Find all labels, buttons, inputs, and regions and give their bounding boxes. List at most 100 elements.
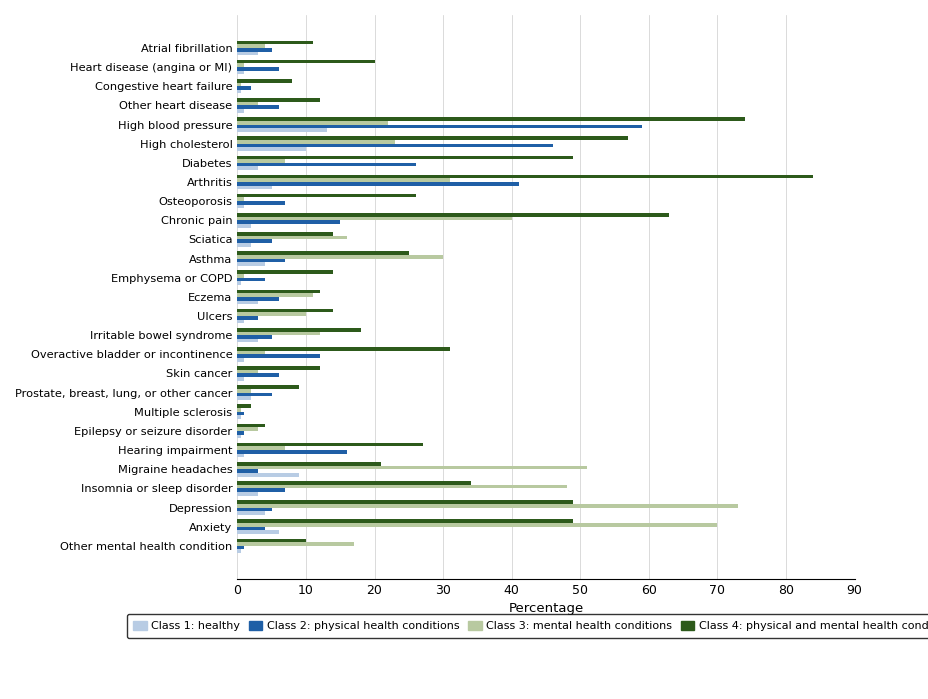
- Bar: [238, 396, 251, 400]
- Bar: [238, 90, 240, 94]
- Bar: [238, 442, 422, 447]
- Bar: [238, 489, 285, 492]
- Bar: [238, 182, 518, 186]
- Bar: [238, 128, 326, 132]
- Bar: [238, 347, 449, 351]
- Bar: [238, 319, 244, 324]
- Bar: [238, 48, 271, 52]
- Bar: [238, 415, 240, 419]
- Bar: [238, 52, 258, 55]
- Bar: [238, 205, 244, 208]
- Bar: [238, 109, 244, 113]
- Bar: [238, 259, 285, 262]
- Bar: [238, 309, 333, 312]
- Bar: [238, 354, 319, 358]
- Bar: [238, 377, 244, 381]
- Bar: [238, 186, 271, 189]
- Bar: [238, 447, 285, 450]
- Bar: [238, 424, 264, 427]
- Bar: [238, 484, 566, 489]
- Bar: [238, 278, 264, 282]
- Bar: [238, 271, 333, 274]
- Bar: [238, 147, 305, 151]
- Bar: [238, 351, 264, 354]
- Bar: [238, 163, 415, 166]
- Bar: [238, 156, 573, 159]
- Bar: [238, 507, 271, 511]
- Bar: [238, 198, 244, 201]
- Legend: Class 1: healthy, Class 2: physical health conditions, Class 3: mental health co: Class 1: healthy, Class 2: physical heal…: [126, 614, 928, 638]
- Bar: [238, 175, 813, 178]
- Bar: [238, 194, 415, 198]
- Bar: [238, 405, 251, 408]
- Bar: [238, 144, 552, 147]
- Bar: [238, 220, 340, 224]
- Bar: [238, 71, 244, 74]
- Bar: [238, 41, 313, 44]
- Bar: [238, 106, 278, 109]
- Bar: [238, 301, 258, 304]
- Bar: [238, 240, 271, 243]
- Bar: [238, 335, 271, 339]
- Bar: [238, 86, 251, 90]
- Bar: [238, 504, 737, 507]
- Bar: [238, 289, 319, 293]
- Bar: [238, 217, 511, 220]
- Bar: [238, 140, 394, 144]
- Bar: [238, 178, 449, 182]
- Bar: [238, 312, 305, 316]
- Bar: [238, 373, 278, 377]
- Bar: [238, 282, 240, 285]
- Bar: [238, 293, 313, 297]
- Bar: [238, 201, 285, 205]
- Bar: [238, 408, 240, 412]
- Bar: [238, 316, 258, 319]
- Bar: [238, 243, 251, 247]
- Bar: [238, 366, 319, 370]
- Bar: [238, 542, 354, 546]
- Bar: [238, 232, 333, 236]
- Bar: [238, 454, 244, 457]
- Bar: [238, 450, 347, 454]
- Bar: [238, 44, 264, 48]
- Bar: [238, 262, 264, 266]
- Bar: [238, 328, 360, 331]
- Bar: [238, 236, 347, 240]
- Bar: [238, 431, 244, 435]
- Bar: [238, 159, 285, 163]
- Bar: [238, 121, 388, 124]
- Bar: [238, 213, 669, 217]
- Bar: [238, 519, 573, 523]
- Bar: [238, 251, 408, 255]
- Bar: [238, 389, 251, 393]
- Bar: [238, 297, 278, 301]
- Bar: [238, 427, 258, 431]
- Bar: [238, 136, 627, 140]
- Bar: [238, 549, 240, 553]
- Bar: [238, 124, 641, 128]
- Bar: [238, 79, 292, 82]
- Bar: [238, 67, 278, 71]
- Bar: [238, 166, 258, 170]
- Bar: [238, 538, 305, 542]
- Bar: [238, 358, 244, 361]
- X-axis label: Percentage: Percentage: [508, 602, 583, 615]
- Bar: [238, 412, 244, 415]
- Bar: [238, 435, 240, 438]
- Bar: [238, 98, 319, 102]
- Bar: [238, 462, 381, 466]
- Bar: [238, 526, 264, 531]
- Bar: [238, 523, 716, 526]
- Bar: [238, 64, 244, 67]
- Bar: [238, 469, 258, 473]
- Bar: [238, 385, 299, 389]
- Bar: [238, 339, 258, 343]
- Bar: [238, 393, 271, 396]
- Bar: [238, 473, 299, 477]
- Bar: [238, 82, 240, 86]
- Bar: [238, 331, 319, 335]
- Bar: [238, 102, 258, 106]
- Bar: [238, 500, 573, 504]
- Bar: [238, 481, 470, 484]
- Bar: [238, 255, 443, 259]
